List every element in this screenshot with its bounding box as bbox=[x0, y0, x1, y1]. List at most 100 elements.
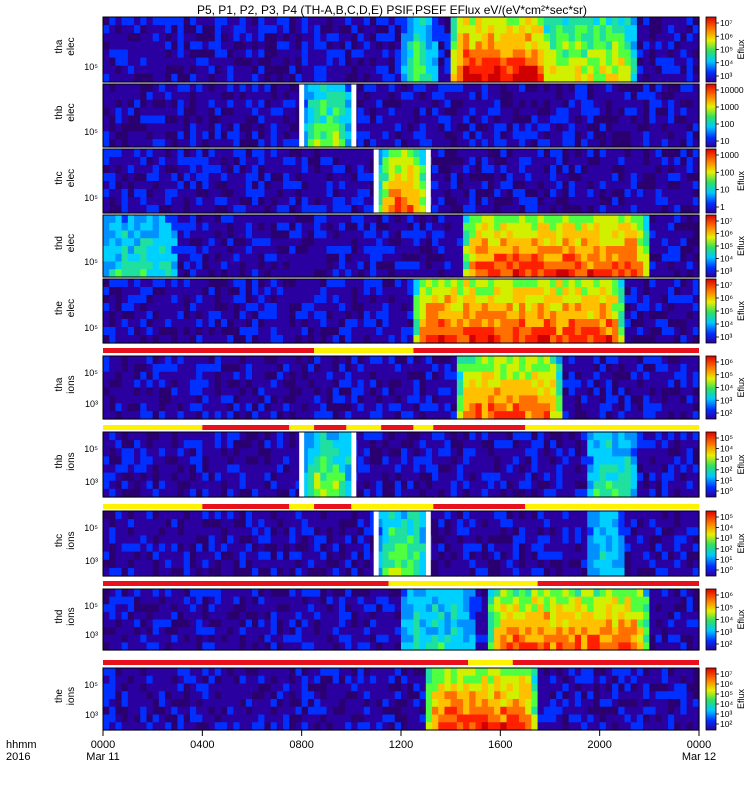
flux-cell bbox=[394, 57, 402, 67]
flux-cell bbox=[475, 131, 483, 140]
flux-cell bbox=[338, 319, 346, 328]
flux-cell bbox=[357, 261, 365, 270]
flux-cell bbox=[165, 33, 172, 42]
flux-cell bbox=[332, 165, 340, 174]
flux-cell bbox=[158, 17, 166, 26]
flux-cell bbox=[643, 73, 650, 83]
flux-cell bbox=[630, 33, 638, 42]
flux-cell bbox=[531, 49, 539, 59]
flux-cell bbox=[463, 327, 470, 336]
flux-cell bbox=[444, 379, 452, 389]
flux-cell bbox=[655, 379, 663, 389]
flux-cell bbox=[127, 472, 135, 482]
flux-cell bbox=[258, 165, 266, 174]
flux-cell bbox=[661, 395, 669, 404]
flux-cell bbox=[289, 139, 297, 148]
flux-cell bbox=[127, 173, 135, 182]
flux-cell bbox=[245, 253, 253, 263]
flux-cell bbox=[220, 165, 228, 174]
flux-cell bbox=[456, 73, 464, 83]
flux-cell bbox=[189, 363, 197, 373]
flux-cell bbox=[357, 173, 365, 182]
flux-cell bbox=[283, 33, 290, 42]
flux-cell bbox=[220, 25, 228, 34]
flux-cell bbox=[500, 65, 508, 75]
flux-cell bbox=[227, 17, 234, 26]
flux-cell bbox=[351, 335, 359, 344]
flux-cell bbox=[438, 222, 446, 232]
flux-cell bbox=[556, 311, 564, 320]
flux-cell bbox=[307, 253, 315, 263]
flux-cell bbox=[363, 327, 371, 336]
flux-cell bbox=[283, 17, 290, 26]
flux-cell bbox=[252, 222, 259, 232]
flux-cell bbox=[667, 149, 675, 158]
flux-cell bbox=[276, 464, 284, 474]
flux-cell bbox=[326, 131, 334, 140]
flux-cell bbox=[214, 403, 222, 412]
flux-cell bbox=[432, 131, 439, 140]
flux-cell bbox=[283, 84, 290, 93]
flux-cell bbox=[127, 411, 135, 420]
flux-cell bbox=[177, 165, 185, 174]
flux-cell bbox=[444, 41, 452, 51]
flux-cell bbox=[593, 99, 601, 109]
flux-cell bbox=[152, 403, 160, 412]
flux-cell bbox=[463, 41, 470, 51]
flux-cell bbox=[680, 230, 688, 239]
flux-cell bbox=[127, 49, 135, 59]
flux-cell bbox=[636, 165, 644, 174]
flux-cell bbox=[214, 319, 222, 328]
flux-cell bbox=[295, 115, 303, 124]
flux-cell bbox=[531, 139, 539, 148]
flux-cell bbox=[357, 387, 365, 396]
flux-cell bbox=[624, 149, 632, 158]
flux-cell bbox=[624, 99, 632, 109]
flux-cell bbox=[686, 131, 694, 140]
flux-cell bbox=[351, 205, 359, 214]
flux-cell bbox=[643, 311, 650, 320]
flux-cell bbox=[574, 17, 582, 26]
flux-cell bbox=[649, 189, 657, 198]
flux-cell bbox=[165, 157, 172, 166]
flux-cell bbox=[438, 65, 446, 75]
flux-cell bbox=[550, 17, 557, 26]
flux-cell bbox=[463, 189, 470, 198]
flux-cell bbox=[338, 107, 346, 117]
flux-cell bbox=[301, 448, 309, 457]
flux-cell bbox=[202, 149, 210, 158]
flux-cell bbox=[252, 456, 259, 466]
flux-cell bbox=[413, 387, 421, 396]
flux-cell bbox=[301, 49, 309, 59]
flux-cell bbox=[183, 456, 191, 466]
flux-cell bbox=[171, 17, 179, 26]
colorbar bbox=[705, 83, 717, 148]
flux-cell bbox=[680, 123, 688, 132]
flux-cell bbox=[338, 335, 346, 344]
flux-cell bbox=[487, 311, 495, 320]
flux-cell bbox=[183, 387, 191, 396]
flux-cell bbox=[264, 472, 272, 482]
flux-cell bbox=[661, 157, 669, 166]
flux-cell bbox=[363, 57, 371, 67]
flux-cell bbox=[618, 139, 626, 148]
flux-cell bbox=[338, 25, 346, 34]
flux-cell bbox=[649, 139, 657, 148]
flux-cell bbox=[103, 379, 110, 389]
flux-cell bbox=[171, 33, 179, 42]
flux-cell bbox=[450, 157, 458, 166]
flux-cell bbox=[295, 222, 303, 232]
flux-cell bbox=[332, 65, 340, 75]
flux-cell bbox=[643, 139, 650, 148]
flux-cell bbox=[630, 205, 638, 214]
flux-cell bbox=[289, 303, 297, 312]
flux-cell bbox=[252, 246, 259, 255]
flux-cell bbox=[239, 363, 247, 373]
flux-cell bbox=[550, 335, 557, 344]
flux-cell bbox=[556, 107, 564, 117]
flux-cell bbox=[345, 149, 352, 158]
flux-cell bbox=[674, 311, 681, 320]
flux-cell bbox=[270, 222, 278, 232]
flux-cell bbox=[227, 33, 234, 42]
flux-cell bbox=[630, 222, 638, 232]
